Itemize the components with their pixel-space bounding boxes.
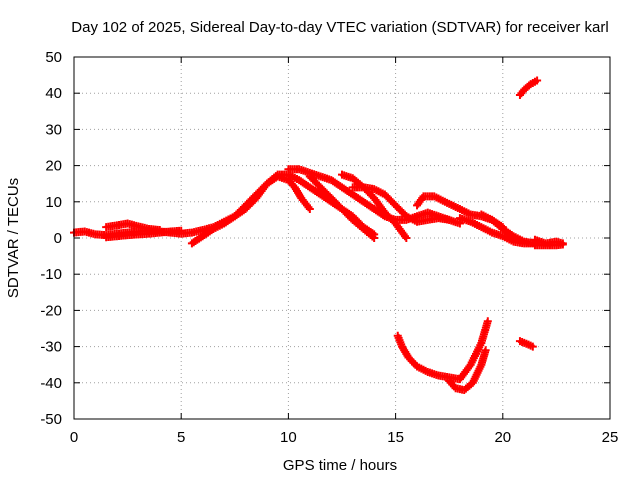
x-tick-label: 15 [387,429,404,446]
data-point [402,234,411,242]
series-track-p [515,76,542,100]
y-tick-label: 50 [45,49,62,66]
y-tick-label: -40 [40,375,62,392]
series-track-n [393,317,492,384]
data-point [528,342,537,351]
x-tick-label: 5 [177,429,185,446]
y-tick-label: 30 [45,121,62,138]
data-point [305,205,314,214]
y-tick-label: -10 [40,266,62,283]
series-track-k [477,210,539,248]
y-tick-label: 10 [45,194,62,211]
series-track-c [102,219,164,235]
series-track-m [530,240,567,250]
y-tick-label: -30 [40,339,62,356]
x-tick-label: 25 [602,429,619,446]
series-track-h [348,183,454,226]
data-point [155,226,164,235]
data-point [533,76,542,85]
data-point [177,226,186,235]
chart-grid [74,57,610,419]
series-track-q [515,337,537,351]
x-axis-ticks: 0 5 10 15 20 25 [70,57,619,446]
data-point [558,240,567,249]
data-point [483,317,492,326]
plot-frame [73,56,611,420]
series-track-i [413,192,507,232]
x-axis-label: GPS time / hours [283,457,397,474]
y-axis-label: SDTVAR / TECUs [5,178,22,298]
series-track-d [187,172,314,248]
x-tick-label: 0 [70,429,78,446]
y-tick-label: 20 [45,158,62,175]
data-points [70,76,567,395]
x-tick-label: 10 [280,429,297,446]
series-track-f [305,172,379,242]
chart-title: Day 102 of 2025, Sidereal Day-to-day VTE… [71,19,608,36]
data-point [445,215,454,224]
y-tick-label: -20 [40,302,62,319]
data-point [481,346,490,355]
series-track-o [445,346,490,395]
y-tick-label: 40 [45,85,62,102]
data-point [370,234,379,242]
x-tick-label: 20 [494,429,511,446]
y-axis-ticks: -50 -40 -30 -20 -10 0 10 20 30 40 50 [40,49,610,428]
y-tick-label: 0 [54,230,62,247]
y-tick-label: -50 [40,411,62,428]
